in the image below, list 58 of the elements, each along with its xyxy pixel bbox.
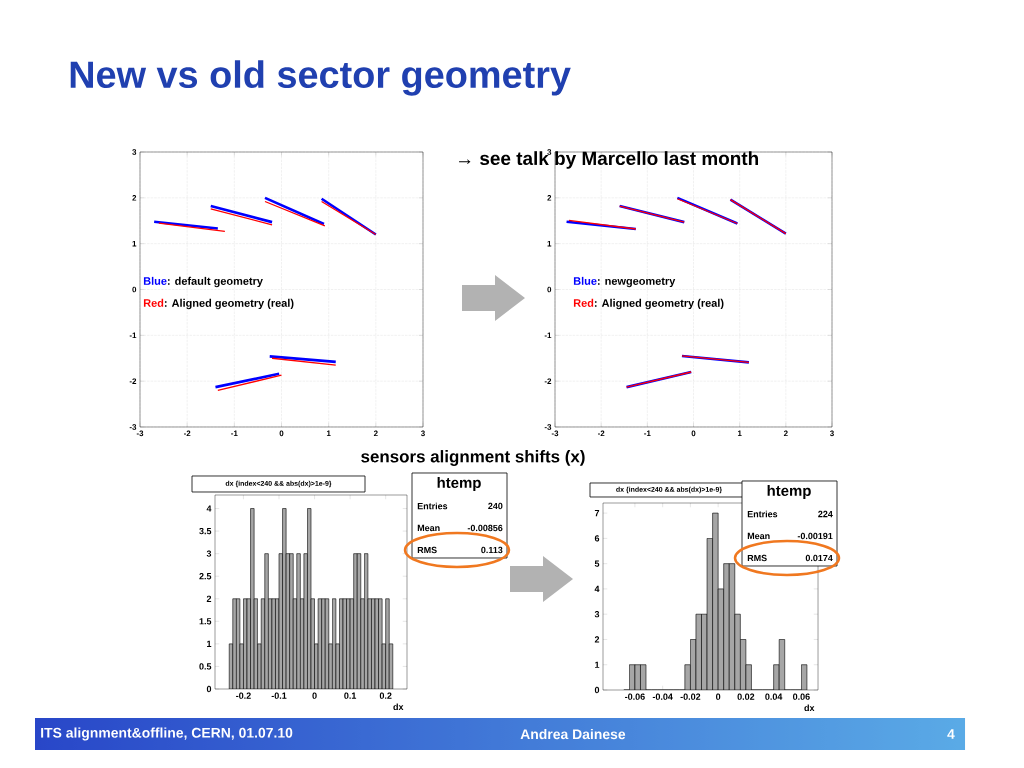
y-tick-label: 4 [206, 505, 212, 512]
annotation: 0.0174 [805, 554, 833, 562]
annotation: Mean [747, 532, 770, 540]
annotation: Entries [747, 510, 778, 518]
text: 4 [947, 729, 955, 739]
x-tick-label: 0.2 [379, 692, 392, 699]
y-tick-label: 6 [594, 535, 600, 542]
annotation: Blue [143, 276, 167, 285]
text: Andrea Dainese [520, 728, 626, 740]
annotation: : newgeometry [598, 277, 676, 288]
x-axis-title: dx [393, 703, 404, 711]
annotation: RMS [747, 554, 767, 562]
text: Entries [417, 502, 448, 510]
x-tick-label: -0.2 [236, 692, 251, 699]
y-tick-label: 3.5 [199, 527, 212, 535]
x-tick-label: -0.02 [680, 693, 701, 700]
y-tick-label: 2 [594, 636, 600, 643]
text: 240 [488, 502, 503, 510]
text: 224 [818, 510, 833, 518]
text: 0.113 [481, 546, 503, 554]
x-tick-label: -0.06 [625, 693, 645, 700]
x-tick-label: 0.1 [344, 692, 357, 699]
text: htemp [437, 477, 481, 491]
annotation: Red [143, 298, 164, 307]
y-tick-label: 1 [595, 661, 600, 668]
y-tick-label: 1.5 [199, 618, 212, 625]
annotation: : default geometry [168, 276, 263, 288]
annotation: : Aligned geometry (real) [164, 298, 294, 310]
y-tick-label: 0 [594, 686, 600, 694]
y-tick-label: 4 [594, 585, 600, 592]
text: Mean [417, 524, 440, 532]
y-tick-label: 2 [206, 595, 212, 602]
x-axis-title: dx [804, 704, 815, 712]
x-tick-label: -0.04 [652, 693, 673, 700]
y-tick-label: 3 [206, 550, 212, 557]
y-tick-label: 1 [207, 640, 212, 647]
text: RMS [417, 546, 437, 554]
y-tick-label: 7 [594, 510, 600, 517]
annotation: : Aligned geometry (real) [594, 298, 724, 310]
annotation: -0.00191 [797, 532, 833, 540]
text: -0.00856 [467, 524, 503, 532]
x-tick-label: 0.02 [737, 693, 755, 700]
y-tick-label: 2.5 [199, 573, 212, 580]
text: htemp [767, 485, 811, 499]
x-tick-label: 0 [312, 692, 317, 699]
chart-title: New vs old sector geometry [70, 60, 571, 96]
x-tick-label: 0.06 [793, 693, 810, 700]
annotation: Red [573, 298, 594, 307]
text: sensors alignment shifts (x) [361, 450, 585, 466]
y-tick-label: 3 [594, 611, 600, 618]
y-tick-label: 0.5 [199, 663, 212, 670]
y-tick-label: 5 [594, 560, 600, 567]
y-tick-label: 0 [206, 685, 212, 693]
x-tick-label: 0.04 [765, 693, 783, 700]
text: ITS alignment&offline, CERN, 01.07.10 [41, 727, 293, 741]
x-tick-label: 0 [716, 693, 721, 700]
x-tick-label: -0.1 [271, 692, 287, 699]
annotation: Blue [573, 276, 597, 285]
